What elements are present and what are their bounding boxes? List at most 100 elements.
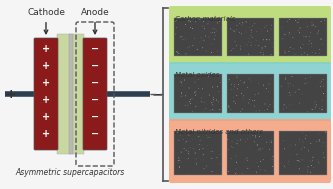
Point: [215, 131, 220, 134]
Point: [288, 143, 293, 146]
Text: +: +: [6, 88, 17, 101]
Point: [178, 134, 183, 137]
Point: [261, 84, 266, 87]
Text: −: −: [91, 112, 99, 122]
Point: [240, 97, 246, 100]
Point: [305, 148, 311, 151]
Point: [196, 135, 201, 138]
Point: [253, 109, 259, 112]
Point: [210, 85, 215, 88]
Point: [209, 150, 215, 153]
Point: [287, 46, 293, 49]
Point: [250, 134, 255, 137]
Point: [176, 156, 181, 159]
Point: [172, 156, 178, 159]
Point: [309, 21, 315, 24]
Point: [255, 143, 260, 146]
Point: [210, 108, 215, 111]
Point: [296, 29, 301, 32]
Point: [193, 90, 198, 93]
Point: [216, 90, 221, 93]
Point: [210, 27, 216, 30]
Point: [256, 97, 262, 100]
Point: [269, 141, 274, 144]
Point: [260, 147, 265, 150]
Point: [211, 98, 216, 101]
Point: [279, 162, 284, 165]
Point: [303, 77, 308, 80]
Point: [323, 145, 328, 148]
Point: [282, 147, 287, 150]
Point: [178, 95, 184, 98]
Point: [179, 92, 184, 95]
Point: [204, 165, 209, 168]
Point: [267, 148, 272, 151]
Point: [179, 161, 184, 164]
Point: [314, 153, 319, 156]
Point: [320, 108, 325, 111]
Point: [239, 23, 244, 26]
Point: [234, 171, 239, 174]
Point: [217, 162, 222, 165]
Point: [261, 51, 266, 54]
Point: [237, 165, 242, 168]
Point: [174, 50, 179, 53]
Point: [189, 97, 195, 100]
Point: [248, 29, 254, 32]
Bar: [279, 74, 327, 113]
Point: [231, 95, 236, 98]
Text: Metal nitrides and others: Metal nitrides and others: [175, 129, 263, 135]
Point: [310, 168, 315, 171]
Point: [308, 100, 314, 103]
Point: [232, 74, 238, 77]
Point: [320, 142, 326, 145]
Point: [228, 108, 233, 111]
Point: [310, 156, 316, 159]
Point: [322, 22, 327, 25]
Point: [269, 42, 275, 45]
Point: [234, 142, 240, 145]
Bar: [69, 34, 73, 154]
Point: [186, 152, 191, 155]
Text: +: +: [42, 129, 50, 139]
Point: [253, 136, 258, 139]
Point: [302, 82, 308, 85]
Point: [215, 21, 220, 24]
Point: [257, 135, 262, 138]
Point: [264, 87, 269, 90]
Point: [305, 81, 310, 84]
Point: [309, 164, 314, 167]
Point: [206, 20, 211, 23]
Point: [246, 40, 251, 43]
Point: [208, 31, 213, 34]
Point: [178, 53, 184, 56]
Point: [190, 19, 195, 22]
Point: [185, 157, 190, 160]
Point: [233, 167, 239, 170]
Point: [213, 19, 218, 22]
Point: [208, 150, 213, 153]
Point: [187, 45, 192, 48]
Point: [264, 141, 269, 144]
Point: [252, 99, 257, 102]
Point: [265, 29, 270, 33]
Point: [319, 144, 325, 147]
Point: [305, 53, 310, 56]
Point: [177, 166, 182, 169]
Point: [175, 131, 180, 134]
Point: [181, 147, 187, 150]
Point: [318, 38, 324, 41]
Point: [261, 158, 266, 161]
Point: [175, 53, 180, 56]
Point: [289, 75, 295, 78]
Point: [248, 44, 254, 47]
Point: [188, 98, 193, 101]
Point: [234, 44, 239, 47]
Point: [196, 78, 201, 81]
Point: [288, 94, 293, 97]
Point: [287, 91, 292, 94]
Point: [234, 28, 239, 31]
Point: [286, 160, 292, 163]
Point: [193, 160, 198, 163]
Point: [204, 164, 209, 167]
